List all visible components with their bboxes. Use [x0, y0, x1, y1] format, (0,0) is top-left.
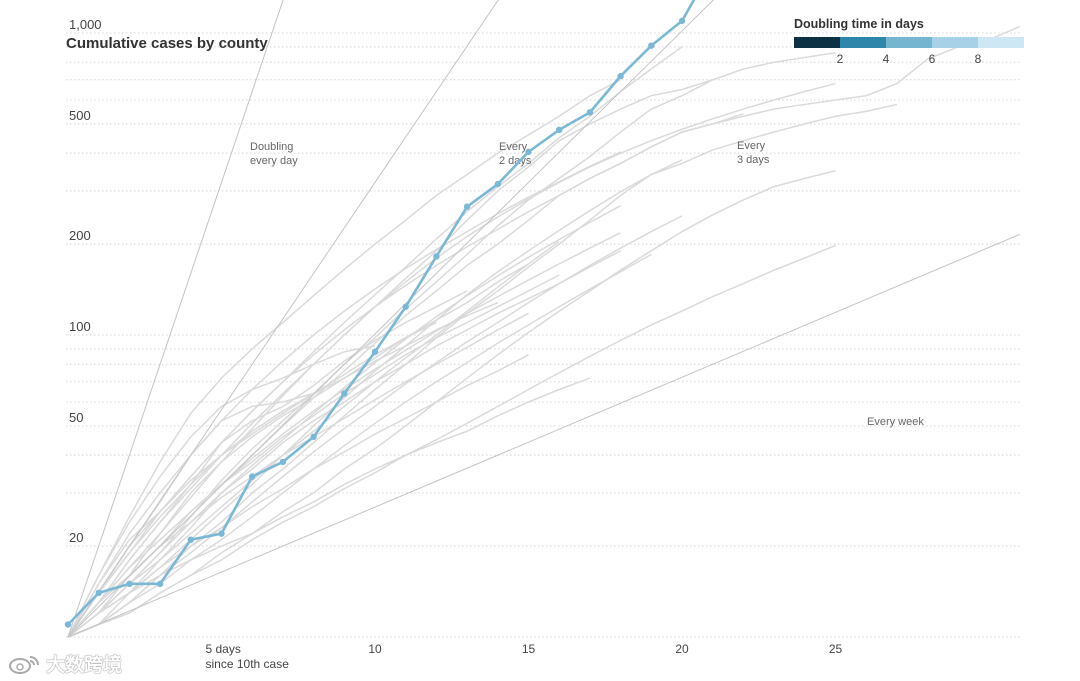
county-line	[67, 354, 529, 638]
x-axis-label: since 10th case	[206, 657, 290, 671]
county-line	[67, 113, 744, 638]
y-tick-label: 100	[69, 319, 91, 334]
y-tick-label: 50	[69, 410, 83, 425]
county-line	[67, 301, 499, 638]
data-point	[371, 348, 379, 355]
data-point	[402, 303, 409, 310]
county-line	[67, 232, 621, 638]
data-point	[310, 433, 317, 441]
data-point	[586, 109, 594, 116]
legend-swatches	[794, 37, 1024, 48]
data-point	[556, 126, 563, 134]
y-tick-label: 1,000	[69, 17, 102, 32]
weibo-logo-icon	[9, 655, 39, 674]
reference-line	[67, 0, 715, 638]
y-tick-label: 20	[69, 530, 83, 545]
reference-label-line: Every	[737, 140, 766, 152]
reference-label-line: Every week	[867, 416, 924, 428]
y-gridlines	[66, 32, 1022, 638]
data-point	[187, 536, 194, 543]
county-line	[67, 159, 683, 638]
x-tick-label: 10	[368, 642, 382, 656]
reference-label-line: 3 days	[737, 154, 770, 166]
county-line	[67, 240, 560, 638]
reference-line-label: Every week	[867, 416, 924, 428]
data-point	[126, 580, 133, 588]
highlight-line	[67, 0, 696, 626]
county-line	[67, 79, 621, 638]
data-point	[218, 530, 225, 537]
data-point	[341, 390, 348, 397]
background-county-lines	[67, 25, 1020, 638]
data-point	[279, 458, 287, 466]
county-line	[67, 169, 836, 638]
highlight-series-los-angeles: Los Angeles	[64, 0, 696, 628]
data-point	[648, 42, 655, 49]
county-line	[67, 103, 898, 638]
reference-line-label: Doubling every day	[250, 141, 298, 167]
legend-swatch	[978, 37, 1024, 48]
x-tick-label: 20	[675, 642, 689, 656]
y-tick-label: 200	[69, 228, 91, 243]
county-line	[67, 345, 376, 638]
x-tick-label: 15	[522, 642, 536, 656]
county-line	[67, 250, 621, 638]
legend-tick-label: 6	[928, 52, 936, 66]
legend-tick-label: 8	[974, 52, 982, 66]
data-point	[617, 72, 624, 80]
data-point	[95, 589, 102, 597]
county-line	[67, 25, 1020, 638]
county-line	[67, 82, 836, 638]
data-point	[249, 473, 256, 480]
chart-title: Cumulative cases by county	[66, 35, 268, 52]
reference-label-line: Doubling	[250, 141, 293, 153]
reference-line	[67, 0, 284, 638]
reference-label-line: Every	[499, 141, 528, 153]
legend-swatch	[840, 37, 886, 48]
legend-swatch	[886, 37, 932, 48]
county-line	[67, 52, 836, 638]
reference-line-label: Every 3 days	[737, 140, 770, 166]
data-point	[64, 621, 72, 628]
reference-line	[67, 0, 499, 638]
reference-label-line: every day	[250, 155, 298, 167]
legend-swatch	[932, 37, 978, 48]
county-line	[67, 215, 683, 638]
watermark-text: 大数跨境	[46, 655, 123, 676]
legend-title: Doubling time in days	[794, 17, 924, 31]
county-line	[67, 46, 683, 638]
county-line	[67, 377, 591, 638]
data-point	[678, 17, 686, 25]
data-point	[463, 203, 471, 210]
x-tick-label: 25	[829, 642, 843, 656]
legend-tick-label: 4	[882, 52, 890, 66]
county-line	[67, 253, 652, 638]
data-point	[525, 148, 532, 156]
reference-line	[67, 233, 1020, 638]
county-line	[67, 205, 621, 638]
county-line	[67, 151, 621, 638]
x-tick-label: 5 days	[206, 642, 241, 656]
data-point	[156, 580, 164, 588]
legend-swatch	[794, 37, 840, 48]
county-line	[67, 244, 836, 638]
data-point	[494, 180, 501, 188]
legend-tick-label: 2	[836, 52, 844, 66]
watermark: 大数跨境	[8, 650, 122, 677]
y-tick-label: 500	[69, 108, 91, 123]
data-point	[433, 253, 440, 260]
